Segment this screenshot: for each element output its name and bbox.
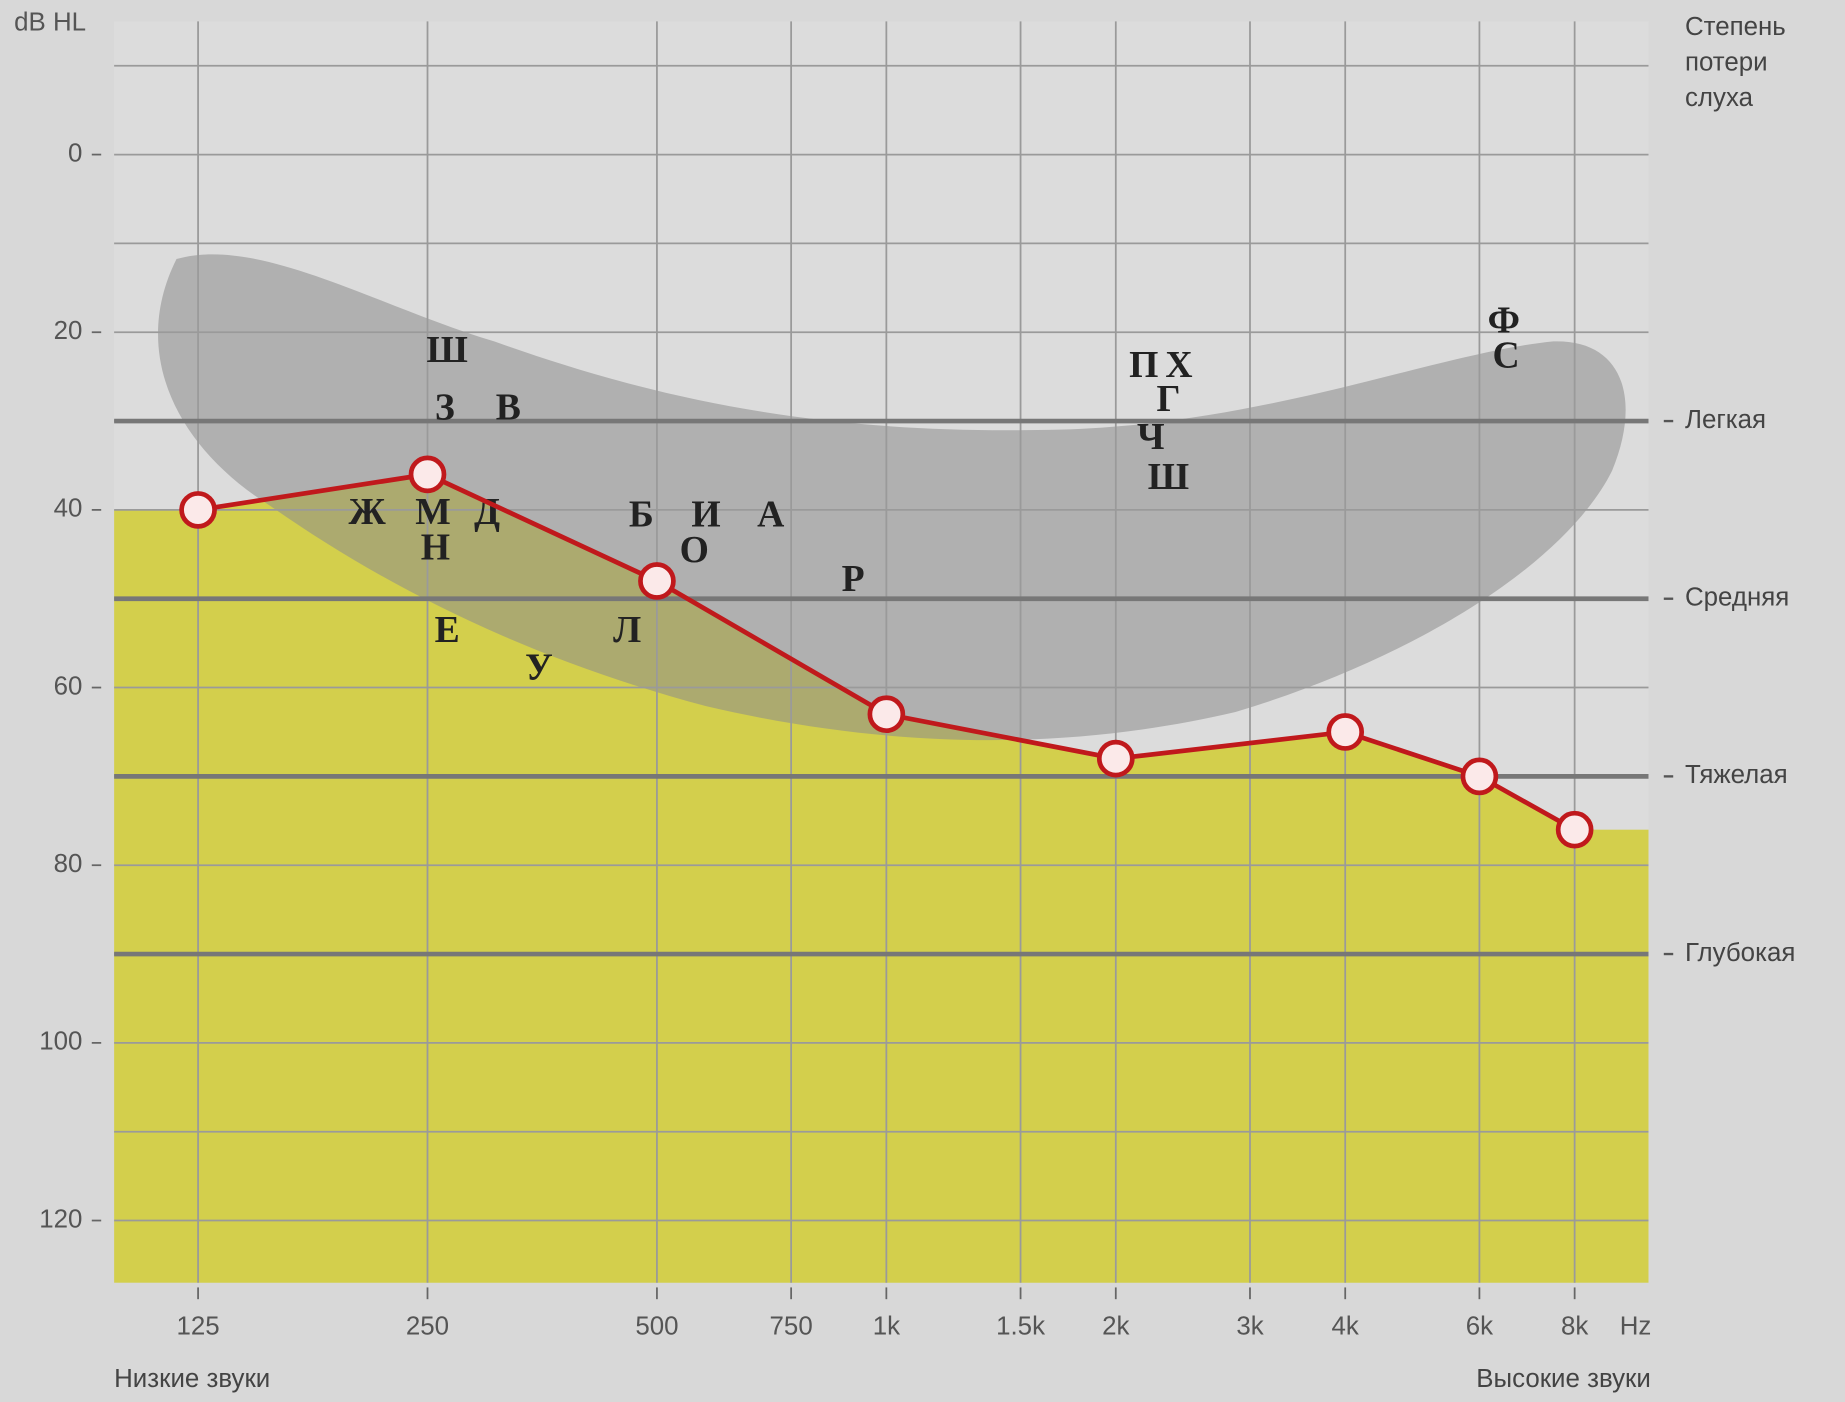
degree-label: Средняя [1685,584,1789,612]
x-tick-label: 2k [1102,1312,1129,1340]
y-tick-label: 100 [39,1028,82,1056]
phoneme: У [525,646,553,688]
x-tick-label: 3k [1236,1312,1263,1340]
phoneme: Б [629,494,654,536]
phoneme: З [435,386,455,428]
phoneme: Е [435,609,460,651]
degree-label: Глубокая [1685,939,1795,967]
x-tick-label: 1k [873,1312,900,1340]
y-tick-label: 60 [54,672,83,700]
phoneme: Г [1156,378,1180,420]
x-tick-label: 750 [770,1312,813,1340]
y-tick-label: 40 [54,495,83,523]
phoneme: Н [421,526,450,568]
phoneme: Ж [349,491,387,533]
phoneme-layer: Ш З В Ж М Д Н Б И А О Р Е Л У П Х Г Ч Ш … [349,299,1520,688]
audiogram-point [1096,739,1135,778]
x-tick-label: 6k [1466,1312,1493,1340]
x-unit: Hz [1620,1312,1652,1340]
phoneme: Ш [426,329,467,371]
phoneme: Р [842,558,865,600]
y-axis-label: dB HL [14,9,86,37]
audiogram-point [179,491,217,529]
audiogram-point [1326,713,1365,751]
phoneme: Ш [1148,456,1189,498]
phoneme: Л [613,609,641,651]
speech-banana [158,254,1626,741]
x-tick-label: 4k [1332,1312,1359,1340]
phoneme: Ф [1488,299,1520,341]
x-tick-label: 125 [176,1312,219,1340]
audiogram-point [408,455,447,494]
degree-title: потери [1685,49,1768,77]
x-tick-label: 500 [635,1312,678,1340]
high-sounds-label: Высокие звуки [1476,1365,1651,1393]
degree-title: Степень [1685,13,1786,41]
y-tick-label: 20 [54,317,83,345]
inaudible-area-edge [1574,829,1649,1283]
y-tick-label: 0 [68,139,82,167]
y-tick-label: 80 [54,850,83,878]
phoneme: С [1493,335,1520,377]
x-tick-label: 250 [406,1312,449,1340]
phoneme: П [1129,344,1158,386]
phoneme: Х [1165,344,1192,386]
inaudible-area-edge [114,509,199,1283]
audiogram-line [197,471,1576,832]
audiogram-point [1555,810,1594,849]
phoneme: А [757,494,784,536]
degree-label: Тяжелая [1685,761,1788,789]
degree-title: слуха [1685,84,1754,112]
phoneme: В [496,386,521,428]
x-tick-label: 1.5k [996,1312,1045,1340]
low-sounds-label: Низкие звуки [114,1365,270,1393]
phoneme: М [415,491,451,533]
degree-label: Легкая [1685,406,1766,434]
y-tick-label: 120 [39,1205,82,1233]
audiogram-point [638,562,676,600]
grid-layer [114,21,1649,1283]
audiogram-point [867,695,906,734]
audiogram-point [1460,757,1499,796]
phoneme: О [680,529,709,571]
phoneme: И [691,494,720,536]
x-tick-label: 8k [1561,1312,1588,1340]
phoneme: Ч [1137,416,1165,458]
